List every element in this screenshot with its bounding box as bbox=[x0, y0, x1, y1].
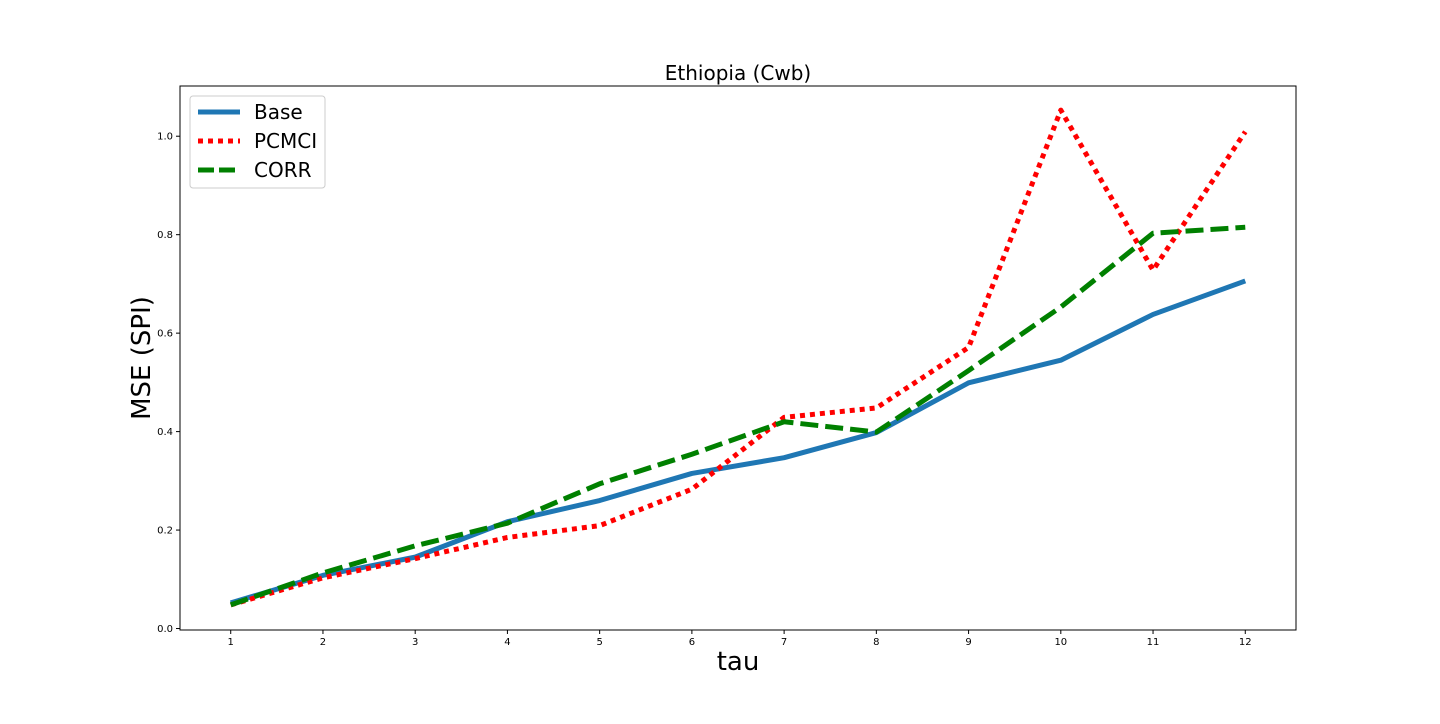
series-line-corr bbox=[229, 224, 1246, 608]
x-tick-label: 5 bbox=[596, 637, 602, 648]
series-layer bbox=[229, 107, 1248, 608]
y-tick-label: 0.2 bbox=[157, 526, 173, 537]
y-axis-ticks: 0.0 0.2 0.4 0.6 0.8 1.0 bbox=[157, 132, 180, 635]
series-line-pcmci bbox=[230, 107, 1248, 608]
legend-label-pcmci: PCMCI bbox=[254, 129, 317, 153]
x-tick-label: 10 bbox=[1054, 637, 1067, 648]
y-tick-label: 0.6 bbox=[157, 329, 173, 340]
x-axis-label: tau bbox=[717, 647, 760, 677]
y-tick-label: 0.8 bbox=[157, 230, 173, 241]
x-tick-label: 11 bbox=[1147, 637, 1160, 648]
x-tick-label: 6 bbox=[689, 637, 695, 648]
x-tick-label: 9 bbox=[965, 637, 971, 648]
legend-box bbox=[189, 95, 326, 189]
y-axis-label: MSE (SPI) bbox=[127, 296, 157, 420]
y-tick-label: 1.0 bbox=[157, 132, 173, 143]
x-tick-label: 3 bbox=[412, 637, 418, 648]
legend-label-base: Base bbox=[254, 100, 303, 124]
x-tick-label: 12 bbox=[1239, 637, 1252, 648]
chart-title: Ethiopia (Cwb) bbox=[665, 61, 811, 85]
x-tick-label: 2 bbox=[320, 637, 326, 648]
legend-label-corr: CORR bbox=[254, 158, 312, 182]
legend: Base PCMCI CORR bbox=[189, 95, 326, 189]
plot-frame bbox=[179, 85, 1297, 631]
x-tick-label: 4 bbox=[504, 637, 510, 648]
x-tick-label: 7 bbox=[781, 637, 787, 648]
x-tick-label: 1 bbox=[228, 637, 234, 648]
x-axis-ticks: 1 2 3 4 5 6 7 8 9 10 11 12 bbox=[228, 630, 1252, 648]
x-tick-label: 8 bbox=[873, 637, 879, 648]
y-tick-label: 0.0 bbox=[157, 624, 173, 635]
y-tick-label: 0.4 bbox=[157, 427, 173, 438]
